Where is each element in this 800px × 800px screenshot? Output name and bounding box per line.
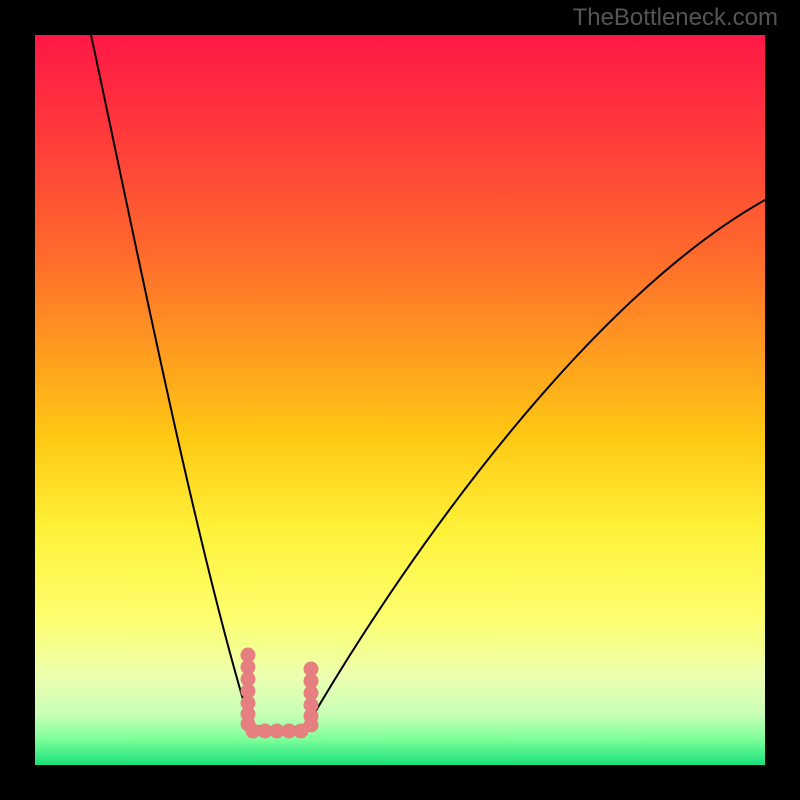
watermark-text: TheBottleneck.com bbox=[573, 4, 778, 32]
gradient-background bbox=[35, 35, 765, 765]
chart-stage: TheBottleneck.com bbox=[0, 0, 800, 800]
bottleneck-chart bbox=[35, 35, 765, 765]
valley-marker bbox=[294, 724, 309, 739]
